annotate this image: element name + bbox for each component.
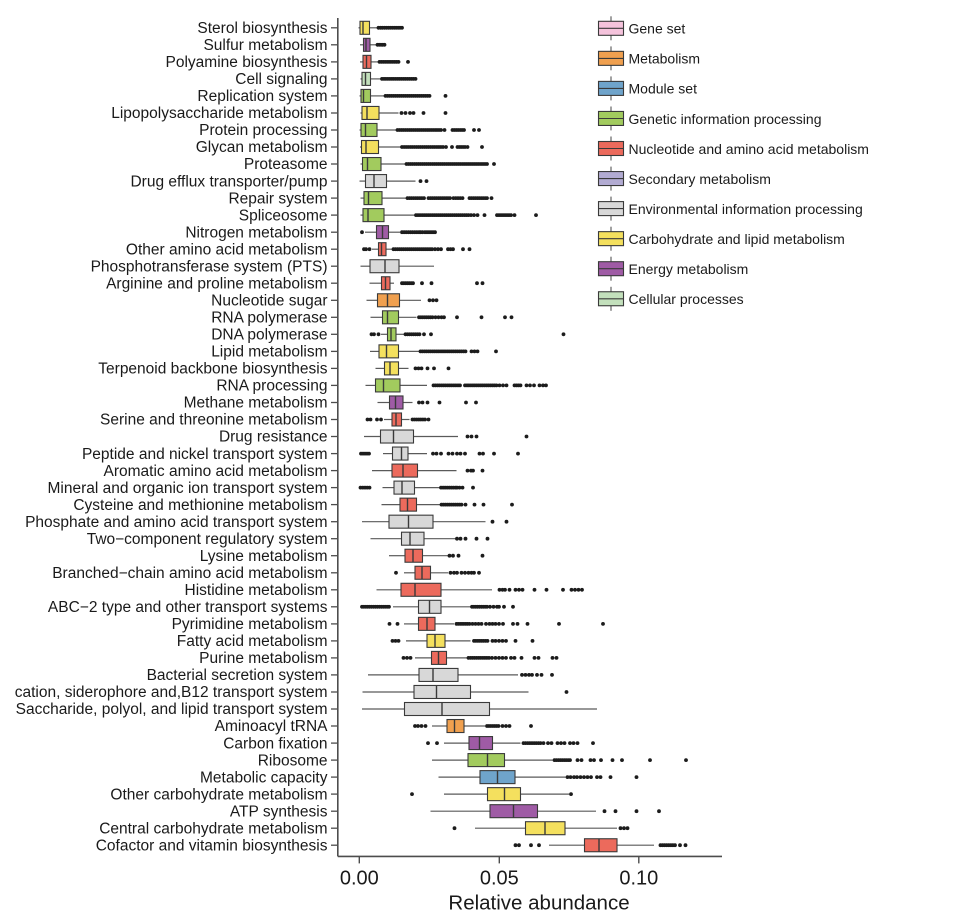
svg-text:Branched−chain amino acid meta: Branched−chain amino acid metabolism (52, 565, 327, 582)
svg-text:Proteasome: Proteasome (244, 156, 328, 173)
svg-text:Repair system: Repair system (228, 190, 327, 207)
svg-text:Saccharide, polyol, and lipid: Saccharide, polyol, and lipid transport … (16, 701, 328, 718)
svg-text:Cysteine and methionine metabo: Cysteine and methionine metabolism (73, 497, 327, 514)
svg-text:Serine and threonine metabolis: Serine and threonine metabolism (100, 412, 327, 429)
svg-text:Secondary metabolism: Secondary metabolism (629, 171, 771, 187)
svg-text:0.05: 0.05 (480, 868, 519, 890)
svg-text:0.10: 0.10 (619, 868, 658, 890)
svg-text:Phosphotransferase system (PTS: Phosphotransferase system (PTS) (91, 258, 328, 275)
svg-text:Nitrogen metabolism: Nitrogen metabolism (185, 224, 327, 241)
svg-text:Other amino acid metabolism: Other amino acid metabolism (126, 241, 328, 258)
svg-text:Aminoacyl tRNA: Aminoacyl tRNA (215, 718, 328, 735)
svg-text:Metabolic capacity: Metabolic capacity (200, 769, 328, 786)
svg-text:Sulfur metabolism: Sulfur metabolism (203, 37, 327, 54)
svg-text:Nucleotide sugar: Nucleotide sugar (211, 293, 327, 310)
svg-text:Central carbohydrate metabolis: Central carbohydrate metabolism (99, 820, 327, 837)
svg-text:ABC−2 type and other transport: ABC−2 type and other transport systems (48, 599, 328, 616)
svg-text:Cell signaling: Cell signaling (235, 71, 327, 88)
svg-text:Cellular processes: Cellular processes (629, 291, 744, 307)
svg-text:Polyamine biosynthesis: Polyamine biosynthesis (166, 54, 328, 71)
svg-text:Carbohydrate and lipid metabol: Carbohydrate and lipid metabolism (629, 231, 845, 247)
svg-text:Protein processing: Protein processing (199, 122, 327, 139)
svg-text:Mineral and organic ion transp: Mineral and organic ion transport system (48, 480, 328, 497)
svg-text:Glycan metabolism: Glycan metabolism (196, 139, 328, 156)
svg-text:Lysine metabolism: Lysine metabolism (200, 548, 328, 565)
svg-text:Two−component regulatory syste: Two−component regulatory system (87, 531, 328, 548)
svg-text:Genetic information processing: Genetic information processing (629, 111, 822, 127)
svg-text:Gene set: Gene set (629, 21, 686, 37)
svg-text:RNA polymerase: RNA polymerase (211, 310, 327, 327)
svg-text:Module set: Module set (629, 81, 698, 97)
svg-text:Relative abundance: Relative abundance (448, 892, 629, 915)
svg-text:Nucleotide and amino acid meta: Nucleotide and amino acid metabolism (629, 141, 869, 157)
svg-text:RNA processing: RNA processing (216, 378, 327, 395)
svg-text:Replication system: Replication system (197, 88, 327, 105)
svg-text:Spliceosome: Spliceosome (239, 207, 328, 224)
svg-text:Lipopolysaccharide metabolism: Lipopolysaccharide metabolism (111, 105, 327, 122)
svg-text:Energy metabolism: Energy metabolism (629, 261, 749, 277)
svg-text:ATP synthesis: ATP synthesis (230, 803, 328, 820)
svg-text:Purine metabolism: Purine metabolism (199, 650, 327, 667)
svg-text:Ribosome: Ribosome (258, 752, 328, 769)
svg-text:Peptide and nickel transport s: Peptide and nickel transport system (82, 446, 328, 463)
svg-text:Lipid metabolism: Lipid metabolism (211, 344, 327, 361)
svg-text:Methane metabolism: Methane metabolism (184, 395, 328, 412)
svg-text:Drug efflux transporter/pump: Drug efflux transporter/pump (130, 173, 327, 190)
svg-text:cation, siderophore and,B12 tr: cation, siderophore and,B12 transport sy… (15, 684, 328, 701)
svg-text:Histidine metabolism: Histidine metabolism (185, 582, 328, 599)
svg-text:Fatty acid metabolism: Fatty acid metabolism (177, 633, 328, 650)
svg-text:Bacterial secretion system: Bacterial secretion system (147, 667, 328, 684)
svg-text:DNA polymerase: DNA polymerase (211, 327, 327, 344)
svg-text:Aromatic amino acid metabolism: Aromatic amino acid metabolism (104, 463, 328, 480)
svg-text:Metabolism: Metabolism (629, 51, 701, 67)
svg-text:Carbon fixation: Carbon fixation (223, 735, 327, 752)
svg-text:0.00: 0.00 (340, 868, 379, 890)
svg-text:Pyrimidine metabolism: Pyrimidine metabolism (172, 616, 328, 633)
svg-text:Phosphate and amino acid trans: Phosphate and amino acid transport syste… (25, 514, 327, 531)
svg-text:Environmental information proc: Environmental information processing (629, 201, 863, 217)
svg-text:Arginine and proline metabolis: Arginine and proline metabolism (106, 275, 327, 292)
svg-text:Cofactor and vitamin biosynthe: Cofactor and vitamin biosynthesis (96, 837, 328, 854)
svg-text:Drug resistance: Drug resistance (219, 429, 328, 446)
svg-text:Sterol biosynthesis: Sterol biosynthesis (197, 20, 327, 37)
svg-text:Terpenoid backbone biosynthesi: Terpenoid backbone biosynthesis (98, 361, 327, 378)
svg-text:Other carbohydrate metabolism: Other carbohydrate metabolism (110, 786, 327, 803)
